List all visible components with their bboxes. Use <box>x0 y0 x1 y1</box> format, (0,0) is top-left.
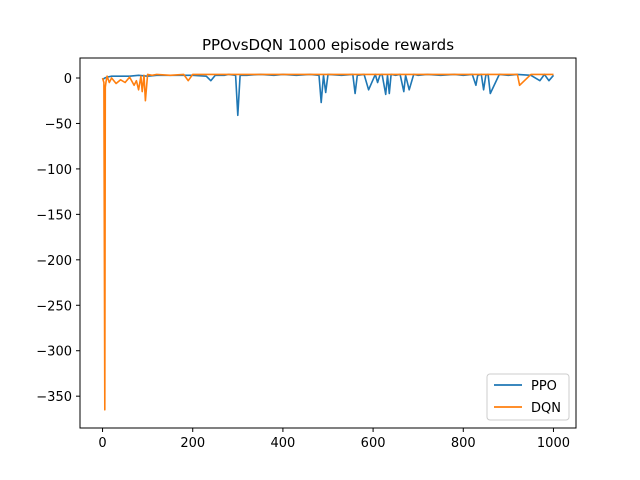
plot-area <box>80 58 576 428</box>
series-line-dqn <box>101 73 554 411</box>
legend-label-ppo: PPO <box>531 379 557 394</box>
series-layer <box>101 73 555 411</box>
y-tick-label: −100 <box>36 163 72 178</box>
y-tick-label: 0 <box>64 72 72 87</box>
x-tick-label: 200 <box>180 436 205 451</box>
y-tick-label: −250 <box>36 299 72 314</box>
y-tick-label: −200 <box>36 254 72 269</box>
x-tick-label: 600 <box>361 436 386 451</box>
y-tick-label: −350 <box>36 390 72 405</box>
y-tick-label: −150 <box>36 208 72 223</box>
chart-title: PPOvsDQN 1000 episode rewards <box>202 36 454 54</box>
y-tick-label: −300 <box>36 345 72 360</box>
x-tick-label: 0 <box>98 436 106 451</box>
x-axis: 0 200 400 600 800 1000 <box>98 428 570 451</box>
series-line-ppo <box>102 73 555 117</box>
x-tick-label: 1000 <box>537 436 570 451</box>
legend: PPO DQN <box>486 373 570 421</box>
x-tick-label: 400 <box>270 436 295 451</box>
legend-label-dqn: DQN <box>531 401 561 416</box>
plot-frame <box>79 57 577 429</box>
y-tick-label: −50 <box>45 117 72 132</box>
x-tick-label: 800 <box>451 436 476 451</box>
y-axis: 0 −50 −100 −150 −200 −250 −300 −350 <box>36 72 80 405</box>
